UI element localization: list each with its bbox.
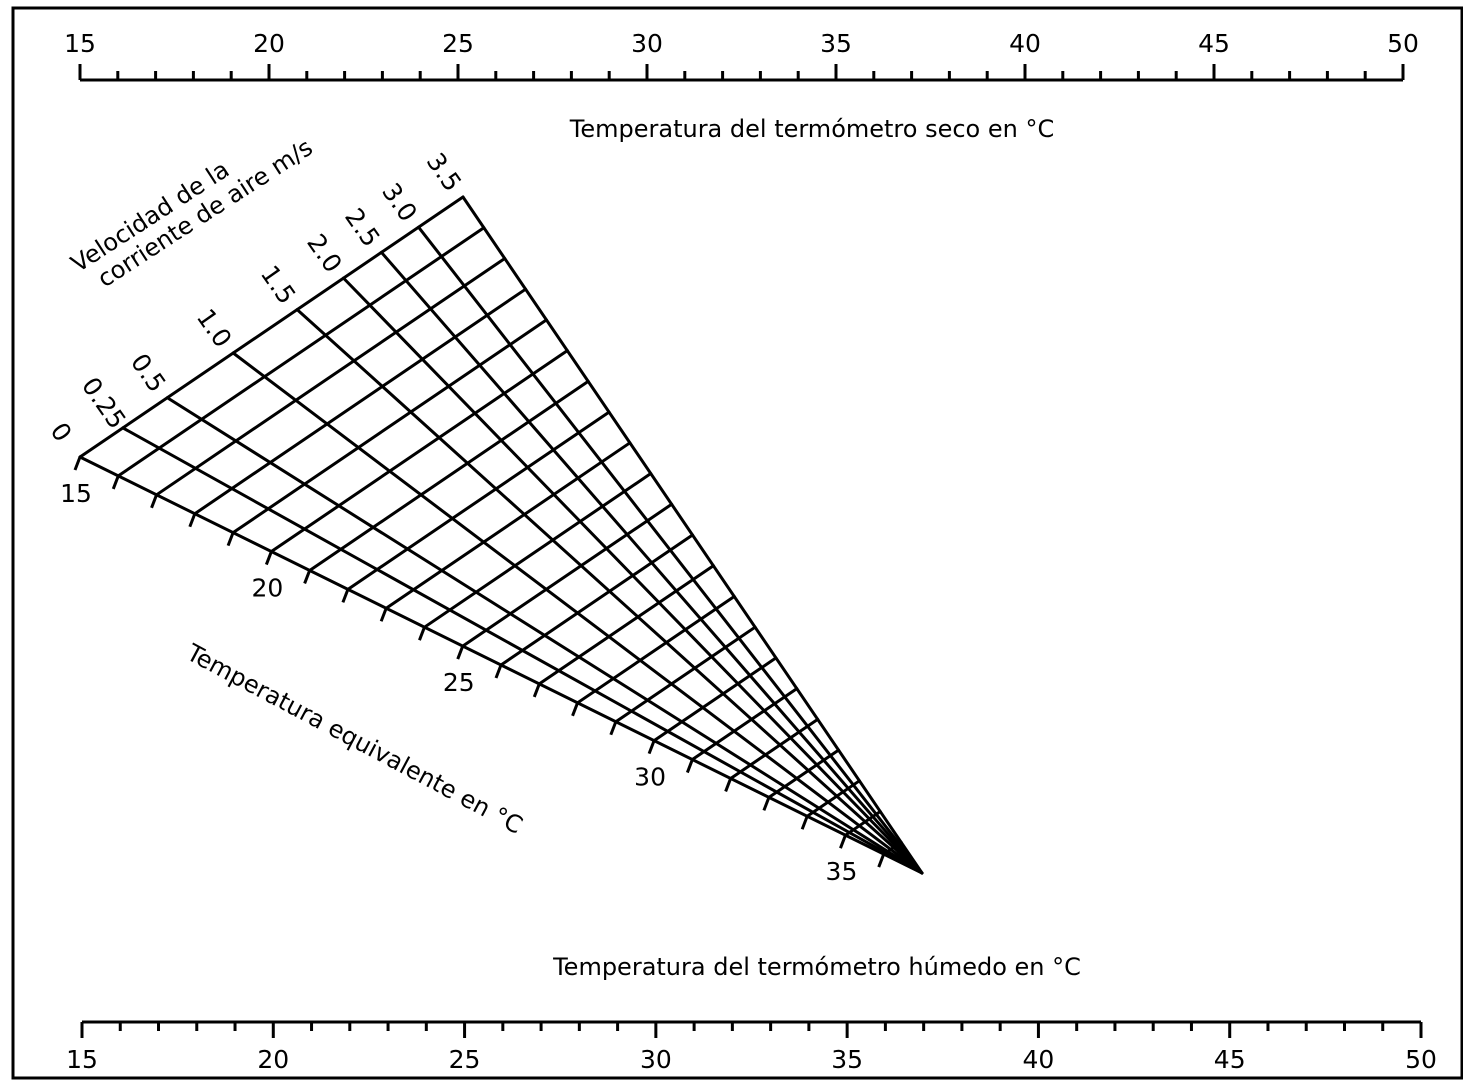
- equivalent-tick: [724, 777, 733, 792]
- velocity-tick-label: 2.0: [301, 229, 348, 278]
- velocity-axis-line: [78, 195, 465, 459]
- nomogram-grid: [78, 195, 924, 875]
- equivalent-tick: [532, 683, 541, 698]
- dry-bulb-tick-label: 25: [442, 29, 474, 58]
- velocity-tick-label: 2.5: [339, 203, 386, 252]
- equivalent-tick: [341, 588, 350, 603]
- wet-bulb-tick-label: 20: [257, 1045, 289, 1074]
- equivalent-temp-line: [384, 441, 632, 610]
- equivalent-temp-line: [308, 379, 590, 572]
- equivalent-tick: [456, 645, 465, 660]
- dry-bulb-scale: 15 20 25 30 35 40 45 50: [64, 29, 1419, 82]
- dry-bulb-tick-label: 50: [1387, 29, 1419, 58]
- equivalent-tick: [418, 626, 426, 641]
- equivalent-temp-line: [231, 318, 548, 535]
- dry-bulb-tick-label: 20: [253, 29, 285, 58]
- dry-bulb-tick-label: 45: [1198, 29, 1230, 58]
- equivalent-tick: [494, 664, 503, 679]
- equivalent-temp-line: [805, 779, 861, 818]
- equivalent-tick: [150, 494, 158, 509]
- equivalent-tick-label: 35: [826, 857, 858, 886]
- equivalent-temp-line: [269, 349, 569, 554]
- equivalent-tick-label: 25: [443, 668, 475, 697]
- equivalent-temp-line: [652, 656, 778, 743]
- equivalent-tick: [226, 532, 235, 547]
- equivalent-tick: [264, 551, 273, 566]
- equivalent-tick: [111, 475, 120, 490]
- equivalent-temp-line: [576, 594, 736, 705]
- velocity-tick-label: 0.5: [125, 348, 172, 397]
- dry-bulb-tick-label: 15: [64, 29, 96, 58]
- equivalent-tick: [379, 607, 388, 622]
- dry-bulb-tick-label: 30: [631, 29, 663, 58]
- equivalent-temp-line: [461, 502, 674, 648]
- velocity-tick-label: 0.25: [76, 372, 132, 434]
- equivalent-scale-label: Temperatura equivalente en °C: [181, 638, 527, 840]
- equivalent-tick-label: 30: [634, 763, 666, 792]
- equivalent-tick: [188, 513, 197, 528]
- equivalent-temp-line: [155, 256, 507, 497]
- equivalent-tick: [571, 702, 579, 717]
- velocity-tick-label: 3.0: [376, 178, 423, 227]
- wet-bulb-tick-label: 50: [1405, 1045, 1437, 1074]
- wet-bulb-scale: 15 20 25 30 35 40 45 50: [66, 1020, 1437, 1074]
- equivalent-temperature-scale: 15 20 25 30 35: [60, 456, 886, 886]
- equivalent-temp-line: [537, 564, 715, 686]
- wet-bulb-scale-label: Temperatura del termómetro húmedo en °C: [552, 953, 1081, 981]
- equivalent-temp-line: [346, 410, 611, 591]
- equivalent-tick: [647, 740, 656, 755]
- equivalent-temp-line: [690, 687, 799, 762]
- equivalent-tick: [800, 815, 809, 830]
- dry-bulb-scale-label: Temperatura del termómetro seco en °C: [569, 115, 1054, 143]
- equivalent-tick-label: 15: [60, 479, 92, 508]
- equivalent-temp-line: [729, 717, 820, 780]
- velocity-tick-label: 3.5: [421, 148, 468, 197]
- equivalent-tick: [303, 569, 312, 584]
- equivalent-tick: [73, 456, 82, 471]
- equivalent-tick-label: 20: [251, 574, 283, 603]
- equivalent-temp-line: [116, 226, 486, 478]
- chart-frame: [11, 6, 1463, 1080]
- dry-bulb-tick-label: 40: [1009, 29, 1041, 58]
- wet-bulb-tick-label: 30: [640, 1045, 672, 1074]
- equivalent-temp-line: [882, 840, 903, 856]
- equivalent-tick: [762, 796, 771, 811]
- equivalent-temp-line: [422, 472, 653, 629]
- wet-bulb-tick-label: 45: [1214, 1045, 1246, 1074]
- equivalent-temp-line: [767, 748, 841, 799]
- equivalent-temp-line: [614, 625, 757, 724]
- equivalent-tick: [609, 721, 618, 736]
- velocity-tick-label: 0: [45, 417, 78, 447]
- equivalent-tick: [839, 834, 847, 849]
- equivalent-temp-line: [499, 533, 694, 667]
- equivalent-tick: [877, 853, 886, 868]
- equivalent-tick: [685, 759, 694, 774]
- equivalent-temp-line: [843, 810, 882, 837]
- wet-bulb-tick-label: 15: [66, 1045, 98, 1074]
- dry-bulb-tick-label: 35: [820, 29, 852, 58]
- velocity-tick-label: 1.0: [191, 304, 238, 353]
- wet-bulb-tick-label: 25: [449, 1045, 481, 1074]
- equivalent-temp-line: [193, 287, 528, 516]
- velocity-tick-label: 1.5: [255, 260, 302, 309]
- wet-bulb-tick-label: 35: [831, 1045, 863, 1074]
- wet-bulb-tick-label: 40: [1023, 1045, 1055, 1074]
